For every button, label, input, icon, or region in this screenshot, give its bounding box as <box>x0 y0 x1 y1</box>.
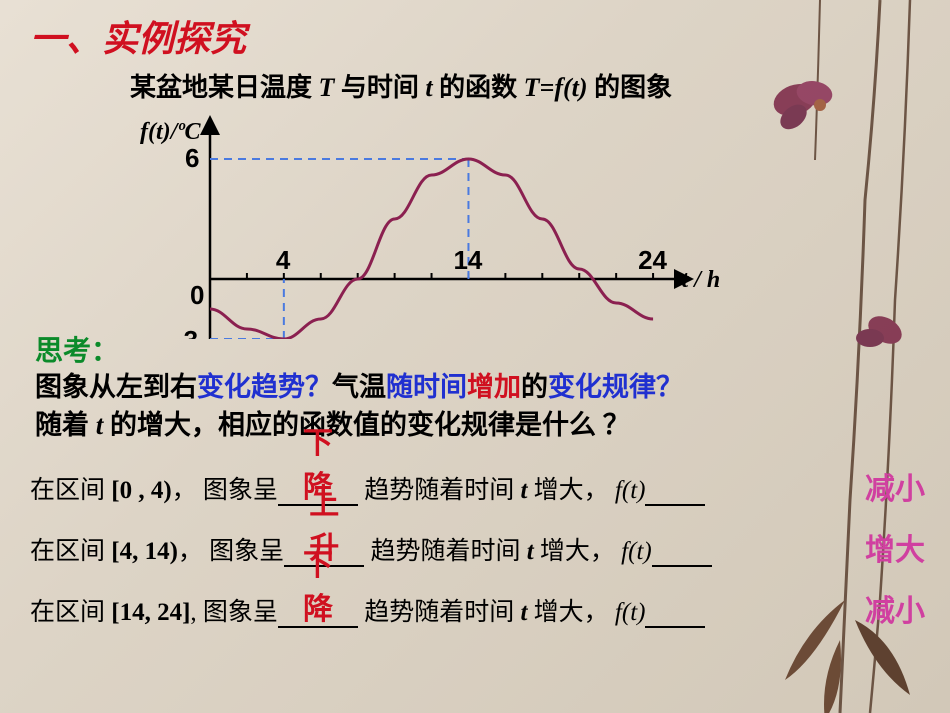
temperature-chart: f(t)/ºC t / h 6 -3 0 4 14 24 <box>130 89 830 339</box>
question-1: 图象从左到右变化趋势？气温随时间增加的变化规律？ <box>35 369 920 407</box>
svg-text:4: 4 <box>276 245 291 275</box>
interval-line-1: 在区间 [4, 14)， 图象呈上升 趋势随着时间 t 增大， f(t)增大 <box>30 531 920 567</box>
interval-line-0: 在区间 [0 , 4)， 图象呈下降 趋势随着时间 t 增大， f(t)减小 <box>30 470 920 506</box>
svg-text:0: 0 <box>190 280 204 310</box>
interval-line-2: 在区间 [14, 24], 图象呈下降 趋势随着时间 t 增大， f(t)减小 <box>30 592 920 628</box>
question-2: 随着 t 的增大，相应的函数值的变化规律是什么 ？ <box>35 407 920 445</box>
svg-text:-3: -3 <box>175 325 198 339</box>
svg-text:24: 24 <box>638 245 667 275</box>
svg-text:t / h: t / h <box>682 267 721 293</box>
svg-text:6: 6 <box>185 143 199 173</box>
svg-text:14: 14 <box>453 245 482 275</box>
svg-text:f(t)/ºC: f(t)/ºC <box>140 119 202 145</box>
section-title: 一、实例探究 <box>30 10 920 62</box>
